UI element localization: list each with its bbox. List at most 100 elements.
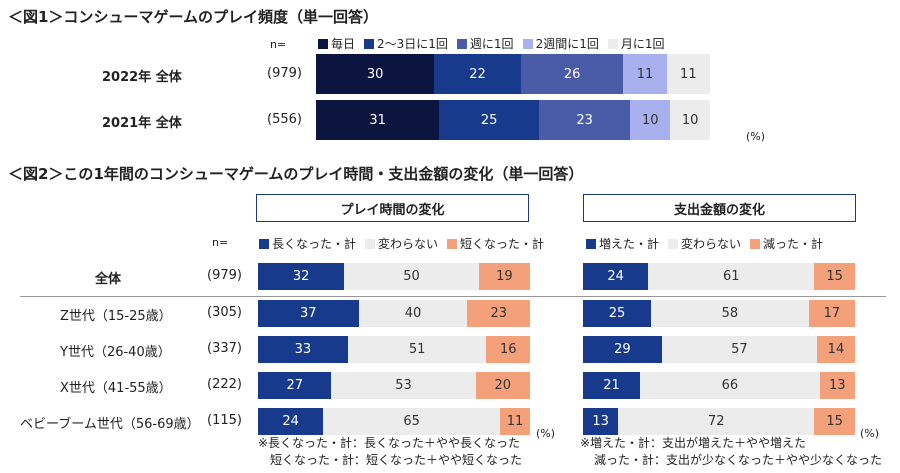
fig2-n-label: n= <box>212 236 229 249</box>
fig1-bar-track: 30 22 26 11 11 <box>316 54 710 94</box>
fig2-row-label: X世代（41-55歳） <box>60 381 172 396</box>
bar-value-label: 57 <box>731 342 748 357</box>
bar-segment: 33 <box>258 336 348 363</box>
spend-bar-track: 13 72 15 <box>583 408 855 435</box>
legend-label: 増えた・計 <box>599 237 660 251</box>
spend-pct-label: (%) <box>860 427 880 440</box>
bar-value-label: 25 <box>608 306 626 321</box>
legend-swatch <box>586 238 596 249</box>
spend-bar-track: 29 57 14 <box>583 336 855 363</box>
legend-item: 毎日 <box>318 35 355 52</box>
bar-value-label: 11 <box>636 66 654 82</box>
bar-value-label: 15 <box>826 269 843 284</box>
bar-value-label: 16 <box>499 342 517 357</box>
bar-segment: 50 <box>344 263 479 290</box>
bar-value-label: 27 <box>286 378 303 393</box>
play-legend: 長くなった・計 変わらない 短くなった・計 <box>259 235 553 252</box>
bar-value-label: 33 <box>294 342 312 357</box>
bar-segment: 53 <box>331 372 476 399</box>
bar-value-label: 22 <box>469 66 486 82</box>
bar-value-label: 65 <box>403 414 420 429</box>
legend-label: 変わらない <box>681 237 742 251</box>
bar-value-label: 72 <box>708 414 725 429</box>
bar-segment: 27 <box>258 372 332 399</box>
play-bar-track: 32 50 19 <box>258 263 530 290</box>
fig1-n-label: n= <box>270 38 287 51</box>
bar-segment: 31 <box>316 100 440 140</box>
bar-value-label: 13 <box>829 378 846 393</box>
spend-note-1: ※増えた・計：支出が増えた＋やや増えた <box>580 436 807 450</box>
legend-item: 月に1回 <box>607 35 664 52</box>
legend-label: 週に1回 <box>469 37 514 51</box>
bar-value-label: 25 <box>480 112 498 128</box>
legend-label: 毎日 <box>331 37 356 51</box>
legend-swatch <box>447 238 458 249</box>
legend-label: 2～3日に1回 <box>377 37 448 51</box>
bar-segment: 11 <box>500 408 530 435</box>
legend-label: 長くなった・計 <box>272 237 357 251</box>
legend-item: 2週間に1回 <box>522 35 599 52</box>
bar-segment: 17 <box>808 300 855 327</box>
bar-segment: 37 <box>258 300 359 327</box>
legend-swatch <box>259 238 269 249</box>
bar-value-label: 37 <box>300 306 317 321</box>
bar-segment: 29 <box>583 336 662 363</box>
legend-label: 減った・計 <box>763 237 824 251</box>
fig1-pct-label: (%) <box>746 130 766 143</box>
bar-segment: 11 <box>623 54 667 94</box>
fig2-row-n: (305) <box>207 305 242 320</box>
fig1-row-n: (556) <box>267 112 302 127</box>
bar-segment: 25 <box>583 300 651 327</box>
bar-value-label: 31 <box>369 112 386 128</box>
bar-segment: 57 <box>661 336 817 363</box>
bar-value-label: 40 <box>404 306 422 321</box>
play-panel-header: プレイ時間の変化 <box>256 194 529 222</box>
legend-item: 短くなった・計 <box>447 235 544 252</box>
bar-value-label: 15 <box>826 414 843 429</box>
spend-bar-track: 24 61 15 <box>583 263 855 290</box>
legend-item: 変わらない <box>668 235 741 252</box>
spend-bar-track: 21 66 13 <box>583 372 855 399</box>
fig2-row-n: (115) <box>207 413 242 428</box>
bar-value-label: 23 <box>490 306 507 321</box>
legend-swatch <box>456 38 467 49</box>
bar-segment: 51 <box>347 336 487 363</box>
bar-segment: 25 <box>439 100 539 140</box>
bar-segment: 24 <box>258 408 324 435</box>
legend-swatch <box>364 38 375 49</box>
bar-segment: 58 <box>651 300 809 327</box>
bar-segment: 22 <box>434 54 521 94</box>
fig1-row-n: (979) <box>267 66 302 81</box>
bar-value-label: 30 <box>366 66 384 82</box>
bar-value-label: 11 <box>506 414 524 429</box>
bar-segment: 26 <box>520 54 624 94</box>
bar-segment: 32 <box>258 263 345 290</box>
bar-segment: 23 <box>467 300 530 327</box>
bar-value-label: 51 <box>408 342 426 357</box>
legend-item: 変わらない <box>365 235 438 252</box>
fig2-row-label: Y世代（26-40歳） <box>60 345 171 360</box>
legend-item: 週に1回 <box>456 35 514 52</box>
bar-value-label: 17 <box>823 306 841 321</box>
play-pct-label: (%) <box>536 427 556 440</box>
bar-segment: 16 <box>486 336 530 363</box>
fig1-title: ＜図1＞コンシューマゲームのプレイ頻度（単一回答） <box>8 8 378 26</box>
bar-segment: 65 <box>323 408 501 435</box>
legend-label: 2週間に1回 <box>535 37 599 51</box>
fig2-row-label: 全体 <box>95 272 122 287</box>
bar-value-label: 10 <box>681 112 699 128</box>
bar-segment: 20 <box>475 372 530 399</box>
bar-value-label: 11 <box>680 66 697 82</box>
bar-value-label: 66 <box>721 378 739 393</box>
fig1-legend: 毎日 2～3日に1回 週に1回 2週間に1回 月に1回 <box>318 35 673 52</box>
bar-segment: 72 <box>618 408 815 435</box>
bar-segment: 11 <box>666 54 710 94</box>
bar-value-label: 32 <box>292 269 310 284</box>
bar-segment: 21 <box>583 372 641 399</box>
spend-panel-header: 支出金額の変化 <box>583 194 856 222</box>
total-separator <box>20 296 886 297</box>
play-bar-track: 33 51 16 <box>258 336 530 363</box>
bar-segment: 61 <box>648 263 815 290</box>
bar-value-label: 58 <box>721 306 739 321</box>
bar-segment: 10 <box>670 100 710 140</box>
